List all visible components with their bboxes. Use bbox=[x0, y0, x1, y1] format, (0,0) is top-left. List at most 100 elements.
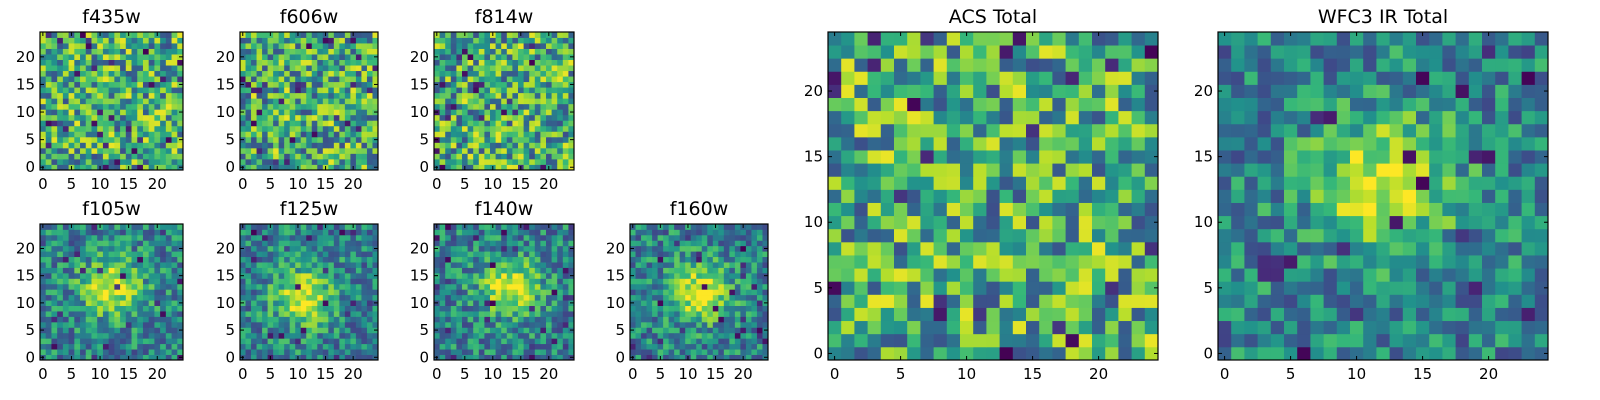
heatmap-cell bbox=[142, 316, 150, 323]
y-tick-label: 20 bbox=[606, 239, 625, 257]
heatmap-cell bbox=[729, 229, 736, 236]
heatmap-cell bbox=[512, 136, 519, 143]
heatmap-cell bbox=[490, 343, 496, 350]
heatmap-cell bbox=[646, 289, 653, 296]
heatmap-cell bbox=[289, 262, 296, 268]
heatmap-cell bbox=[880, 163, 895, 177]
heatmap-cell bbox=[333, 87, 340, 94]
heatmap-cell bbox=[74, 32, 81, 38]
x-tick-label: 10 bbox=[288, 365, 307, 383]
heatmap-cell bbox=[551, 256, 558, 263]
heatmap-cell bbox=[456, 158, 463, 165]
heatmap-cell bbox=[171, 349, 178, 355]
heatmap-cell bbox=[171, 43, 178, 49]
heatmap-cell bbox=[366, 87, 373, 94]
heatmap-cell bbox=[177, 37, 184, 44]
heatmap-cell bbox=[300, 343, 307, 350]
heatmap-cell bbox=[284, 142, 291, 149]
heatmap-cell bbox=[85, 327, 92, 334]
heatmap-cell bbox=[251, 164, 257, 171]
heatmap-cell bbox=[45, 289, 52, 296]
x-tick-label: 0 bbox=[432, 175, 442, 193]
heatmap-cell bbox=[40, 256, 47, 263]
heatmap-cell bbox=[165, 32, 172, 38]
heatmap-cell bbox=[462, 142, 468, 149]
heatmap-cell bbox=[641, 289, 647, 296]
heatmap-cell bbox=[1052, 294, 1066, 308]
heatmap-cell bbox=[154, 349, 161, 355]
heatmap-cell bbox=[40, 316, 47, 323]
heatmap-cell bbox=[240, 120, 246, 127]
heatmap-cell bbox=[85, 32, 92, 38]
heatmap-cell bbox=[317, 262, 324, 268]
heatmap-cell bbox=[462, 245, 468, 252]
heatmap-cell bbox=[91, 114, 98, 121]
heatmap-cell bbox=[557, 142, 564, 149]
heatmap-cell bbox=[125, 278, 132, 285]
heatmap-cell bbox=[679, 289, 686, 296]
heatmap-cell bbox=[177, 305, 184, 312]
heatmap-cell bbox=[523, 349, 530, 355]
heatmap-cell bbox=[350, 125, 357, 132]
heatmap-cell bbox=[57, 224, 64, 230]
heatmap-cell bbox=[652, 283, 658, 290]
heatmap-cell bbox=[946, 163, 961, 177]
heatmap-cell bbox=[355, 229, 362, 236]
heatmap-cell bbox=[756, 354, 763, 361]
heatmap-cell bbox=[45, 316, 52, 323]
heatmap-cell bbox=[160, 283, 167, 290]
heatmap-cell bbox=[685, 311, 692, 317]
heatmap-cell bbox=[1052, 281, 1066, 295]
heatmap-cell bbox=[74, 103, 81, 110]
heatmap-cell bbox=[484, 59, 491, 66]
heatmap-cell bbox=[160, 59, 167, 66]
heatmap-cell bbox=[484, 267, 491, 274]
heatmap-cell bbox=[68, 98, 75, 105]
heatmap-cell bbox=[434, 87, 440, 94]
heatmap-cell bbox=[1065, 202, 1080, 217]
heatmap-cell bbox=[284, 131, 291, 138]
heatmap-cell bbox=[745, 278, 752, 285]
heatmap-cell bbox=[273, 131, 280, 138]
heatmap-cell bbox=[45, 321, 52, 328]
heatmap-cell bbox=[355, 32, 362, 38]
heatmap-cell bbox=[40, 76, 47, 83]
heatmap-cell bbox=[344, 256, 351, 263]
heatmap-cell bbox=[328, 59, 335, 66]
heatmap-cell bbox=[361, 240, 368, 247]
heatmap-cell bbox=[707, 278, 714, 285]
heatmap-cell bbox=[439, 316, 446, 323]
heatmap-cell bbox=[40, 251, 47, 258]
heatmap-cell bbox=[74, 262, 81, 268]
heatmap-cell bbox=[131, 311, 138, 317]
heatmap-cell bbox=[333, 32, 340, 38]
heatmap-cell bbox=[674, 224, 681, 230]
heatmap-cell bbox=[506, 120, 513, 127]
heatmap-cell bbox=[445, 234, 452, 241]
heatmap-cell bbox=[523, 164, 530, 171]
heatmap-cell bbox=[568, 262, 575, 268]
heatmap-cell bbox=[372, 92, 379, 99]
heatmap-cell bbox=[245, 311, 252, 317]
heatmap-cell bbox=[557, 98, 564, 105]
heatmap-cell bbox=[251, 131, 257, 138]
heatmap-cell bbox=[240, 289, 246, 296]
heatmap-cell bbox=[177, 267, 184, 274]
heatmap-cell bbox=[251, 294, 257, 301]
heatmap-cell bbox=[557, 294, 564, 301]
heatmap-cell bbox=[568, 224, 575, 230]
heatmap-cell bbox=[551, 164, 558, 171]
heatmap-cell bbox=[245, 234, 252, 241]
heatmap-cell bbox=[300, 76, 307, 83]
heatmap-cell bbox=[245, 81, 252, 88]
heatmap-cell bbox=[456, 294, 463, 301]
heatmap-cell bbox=[251, 305, 257, 312]
heatmap-cell bbox=[501, 272, 508, 279]
heatmap-cell bbox=[946, 307, 961, 322]
heatmap-cell bbox=[177, 332, 184, 339]
heatmap-cell bbox=[311, 256, 318, 263]
heatmap-cell bbox=[1078, 202, 1093, 217]
heatmap-cell bbox=[339, 54, 346, 60]
heatmap-cell bbox=[540, 354, 547, 361]
heatmap-cell bbox=[85, 278, 92, 285]
